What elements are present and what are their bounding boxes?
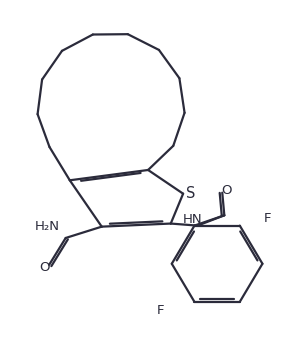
Text: H₂N: H₂N [35, 220, 60, 233]
Text: F: F [157, 303, 164, 316]
Text: HN: HN [183, 213, 202, 226]
Text: O: O [39, 261, 49, 275]
Text: F: F [264, 212, 271, 225]
Text: S: S [186, 186, 195, 201]
Text: O: O [221, 184, 232, 197]
